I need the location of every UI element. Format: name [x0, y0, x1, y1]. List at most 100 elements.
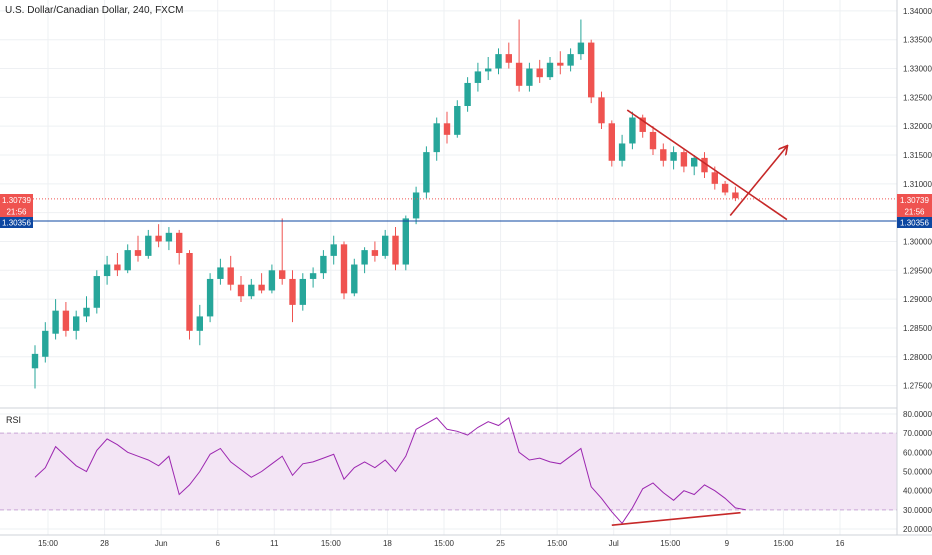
current-price-badge: [897, 194, 932, 206]
candle-body: [31, 353, 39, 369]
candle-body: [495, 54, 502, 69]
price-tick-label: 1.34000: [903, 7, 932, 16]
time-tick-label: 15:00: [38, 539, 59, 548]
candle-body: [454, 106, 461, 135]
candle-body: [382, 235, 389, 256]
candle-body: [361, 250, 368, 265]
breakout-arrow: [729, 146, 787, 217]
rsi-axis[interactable]: 80.0000 70.0000 60.0000 50.0000 40.0000 30.00…: [903, 410, 932, 534]
candle-body: [721, 183, 729, 193]
candle-body: [124, 250, 131, 271]
rsi-tick-label: 60.0000: [903, 448, 932, 457]
time-tick-label: 15:00: [321, 539, 342, 548]
support-price-label: 1.30356: [900, 219, 929, 228]
candle-body: [443, 123, 451, 135]
candle-body: [557, 62, 564, 66]
candle-body: [412, 192, 420, 219]
rsi-divergence-line: [611, 511, 741, 526]
time-tick-label: 15:00: [660, 539, 681, 548]
candle-body: [227, 267, 234, 285]
countdown-label-left: 21:56: [6, 208, 27, 217]
rsi-line: [34, 416, 746, 525]
candle-body: [258, 284, 265, 291]
candle-body: [73, 316, 80, 331]
price-tick-label: 1.32500: [903, 93, 932, 102]
current-price-badge-left: [0, 194, 33, 206]
rsi-tick-label: 50.0000: [903, 468, 932, 477]
candle-body: [206, 278, 214, 317]
price-tick-label: 1.28500: [903, 324, 932, 333]
time-tick-label: 15:00: [547, 539, 568, 548]
candle-body: [526, 68, 533, 86]
price-tick-label: 1.28000: [903, 353, 932, 362]
countdown-badge-left: [0, 206, 33, 217]
candle-body: [515, 62, 523, 86]
current-price-label: 1.30739: [900, 196, 929, 205]
candle-body: [114, 264, 121, 271]
candle-body: [660, 149, 667, 161]
candle-body: [371, 250, 379, 256]
candle-body: [639, 117, 646, 132]
candle-body: [103, 264, 111, 277]
candle-body: [546, 62, 554, 78]
price-tick-label: 1.33500: [903, 36, 932, 45]
candle-body: [93, 276, 100, 308]
time-tick-label: 18: [383, 539, 392, 548]
support-price-badge: [897, 217, 932, 228]
price-tick-label: 1.33000: [903, 65, 932, 74]
candle-body: [649, 131, 657, 150]
time-tick-label: 11: [270, 539, 279, 548]
candle-body: [732, 192, 739, 199]
rsi-label: RSI: [6, 415, 21, 425]
candle-body: [42, 330, 49, 357]
candle-body: [320, 255, 327, 274]
rsi-tick-label: 70.0000: [903, 429, 932, 438]
rsi-band: [0, 433, 897, 510]
candle-body: [464, 82, 471, 106]
candle-body: [155, 235, 162, 242]
time-axis[interactable]: 15:00 28 Jun 6 11 15:00 18 15:00 25 15:00 Jul 15:00…: [38, 539, 845, 548]
candle-body: [134, 250, 142, 256]
time-tick-label: Jun: [155, 539, 168, 548]
price-tick-label: 1.31000: [903, 180, 932, 189]
candle-body: [577, 42, 585, 55]
current-price-label-left: 1.30739: [2, 196, 31, 205]
candle-body: [62, 310, 70, 331]
candle-body: [176, 232, 183, 253]
countdown-badge: [897, 206, 932, 217]
candles-group: [31, 19, 739, 389]
candle-body: [423, 152, 430, 193]
time-tick-label: 28: [100, 539, 109, 548]
candle-body: [618, 143, 626, 161]
time-tick-label: 16: [836, 539, 845, 548]
rsi-tick-label: 40.0000: [903, 487, 932, 496]
candle-body: [598, 97, 605, 124]
candle-body: [629, 117, 636, 144]
time-tick-label: 15:00: [773, 539, 794, 548]
candle-body: [402, 218, 409, 265]
candle-body: [351, 264, 358, 294]
candle-body: [330, 244, 337, 256]
time-tick-label: 9: [725, 539, 730, 548]
candle-body: [392, 235, 399, 265]
candle-body: [433, 123, 440, 153]
countdown-label: 21:56: [904, 208, 925, 217]
rsi-tick-label: 30.0000: [903, 506, 932, 515]
candle-body: [567, 54, 574, 66]
candle-body: [83, 307, 90, 317]
candle-body: [196, 316, 203, 331]
candle-body: [279, 270, 286, 279]
candle-body: [701, 157, 708, 173]
candle-body: [309, 273, 317, 279]
candle-body: [680, 152, 688, 167]
candle-body: [670, 152, 677, 161]
price-tick-label: 1.27500: [903, 382, 932, 391]
price-tick-label: 1.32000: [903, 122, 932, 131]
price-tick-label: 1.31500: [903, 151, 932, 160]
descending-trendline: [626, 109, 788, 221]
candle-body: [217, 267, 224, 279]
candle-body: [52, 310, 59, 334]
support-price-badge-left: [0, 217, 33, 228]
